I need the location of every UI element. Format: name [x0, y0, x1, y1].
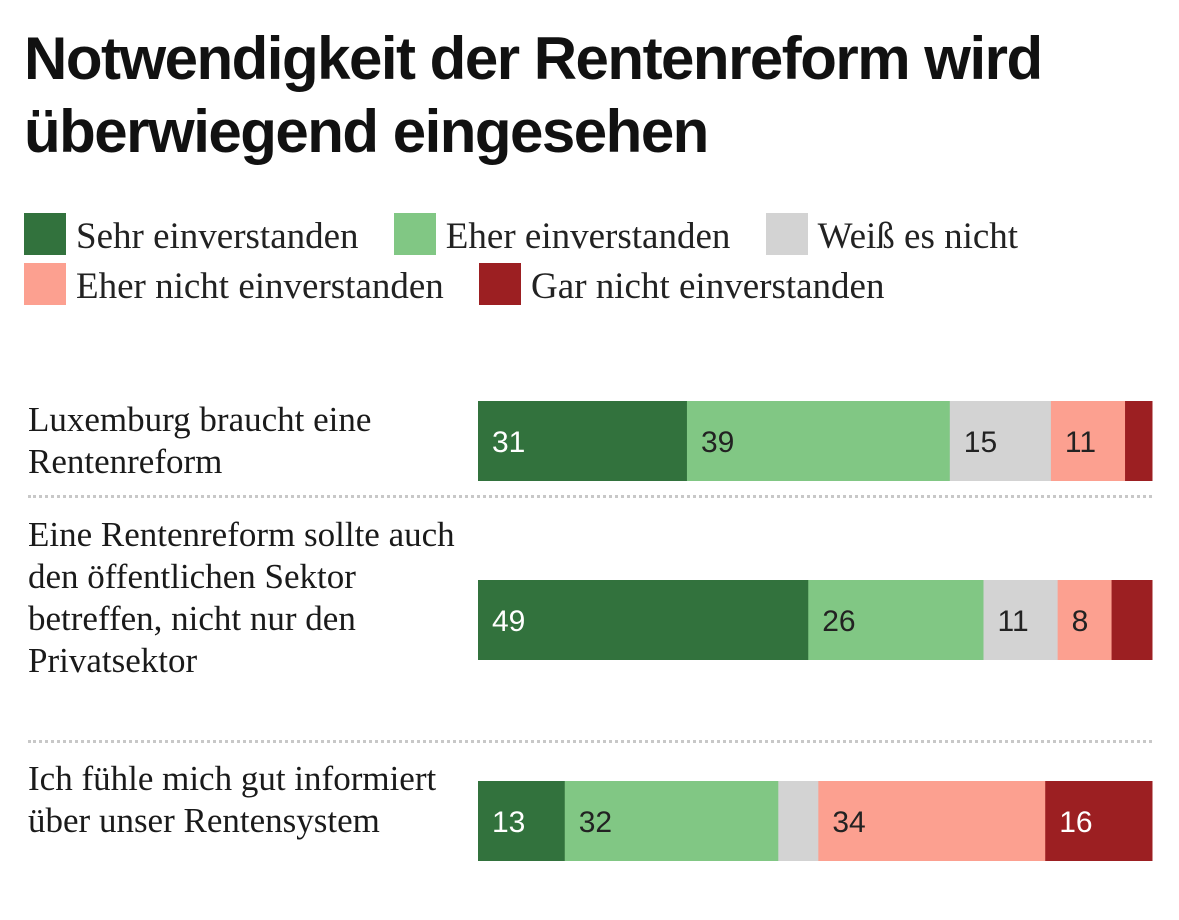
legend: Sehr einverstanden Eher einverstanden We… — [24, 212, 1154, 312]
bar-segment-eher-einverstanden-row-3 — [564, 781, 779, 861]
bar-segment-eher-einverstanden-row-1 — [686, 401, 951, 481]
legend-label-sehr-einverstanden: Sehr einverstanden — [76, 216, 359, 257]
legend-label-gar-nicht-einverstanden: Gar nicht einverstanden — [531, 266, 885, 307]
data-label-eher-einverstanden-row-2: 26 — [822, 605, 855, 638]
bar-segment-eher-nicht-einverstanden-row-3 — [818, 781, 1046, 861]
data-label-weiss-es-nicht-row-1: 15 — [964, 426, 997, 459]
legend-swatch-sehr-einverstanden — [24, 213, 66, 255]
legend-swatch-eher-nicht-einverstanden — [24, 263, 66, 305]
legend-item-gar-nicht-einverstanden: Gar nicht einverstanden — [479, 263, 885, 307]
legend-item-eher-nicht-einverstanden: Eher nicht einverstanden — [24, 263, 444, 307]
bar-segment-weiss-es-nicht-row-3 — [778, 781, 819, 861]
row-divider — [28, 740, 1152, 743]
bar-segment-gar-nicht-einverstanden-row-1 — [1125, 401, 1153, 481]
bar-segment-gar-nicht-einverstanden-row-3 — [1045, 781, 1153, 861]
legend-item-eher-einverstanden: Eher einverstanden — [393, 213, 731, 257]
data-label-gar-nicht-einverstanden-row-3: 16 — [1059, 806, 1092, 839]
row-label-oeffentlicher-sektor: Eine Rentenreform sollte auch den öffent… — [28, 515, 455, 680]
bar-segment-sehr-einverstanden-row-3 — [478, 781, 566, 861]
legend-item-sehr-einverstanden: Sehr einverstanden — [24, 213, 359, 257]
data-label-eher-einverstanden-row-3: 32 — [579, 806, 612, 839]
bar-segment-eher-einverstanden-row-2 — [808, 580, 984, 660]
data-label-sehr-einverstanden-row-2: 49 — [492, 605, 525, 638]
legend-label-eher-einverstanden: Eher einverstanden — [445, 216, 731, 257]
legend-label-weiss-es-nicht: Weiß es nicht — [817, 216, 1019, 257]
bar-segment-weiss-es-nicht-row-1 — [949, 401, 1052, 481]
bar-segment-eher-nicht-einverstanden-row-2 — [1057, 580, 1113, 660]
row-label-rentenreform: Luxemburg braucht eine Rentenreform — [28, 400, 372, 481]
row-label-gut-informiert: Ich fühle mich gut informiert über unser… — [28, 759, 437, 840]
chart-title: Notwendigkeit der Rentenreform wird über… — [24, 25, 1043, 165]
data-label-sehr-einverstanden-row-3: 13 — [492, 806, 525, 839]
data-label-weiss-es-nicht-row-2: 11 — [998, 605, 1029, 638]
legend-swatch-eher-einverstanden — [393, 213, 436, 255]
row-divider — [28, 495, 1152, 498]
legend-item-weiss-es-nicht: Weiß es nicht — [765, 213, 1019, 257]
data-label-eher-nicht-einverstanden-row-3: 34 — [832, 806, 865, 839]
bar-segment-gar-nicht-einverstanden-row-2 — [1111, 580, 1153, 660]
bar-segment-weiss-es-nicht-row-2 — [983, 580, 1059, 660]
legend-swatch-gar-nicht-einverstanden — [479, 263, 522, 305]
bar-segment-eher-nicht-einverstanden-row-1 — [1050, 401, 1126, 481]
legend-swatch-weiss-es-nicht — [765, 213, 808, 255]
data-label-eher-nicht-einverstanden-row-1: 11 — [1065, 426, 1096, 459]
data-label-eher-nicht-einverstanden-row-2: 8 — [1072, 605, 1089, 638]
legend-label-eher-nicht-einverstanden: Eher nicht einverstanden — [76, 266, 444, 307]
bar-segment-sehr-einverstanden-row-1 — [478, 401, 688, 481]
data-label-eher-einverstanden-row-1: 39 — [701, 426, 734, 459]
bar-segment-sehr-einverstanden-row-2 — [478, 580, 809, 660]
data-label-sehr-einverstanden-row-1: 31 — [492, 426, 525, 459]
